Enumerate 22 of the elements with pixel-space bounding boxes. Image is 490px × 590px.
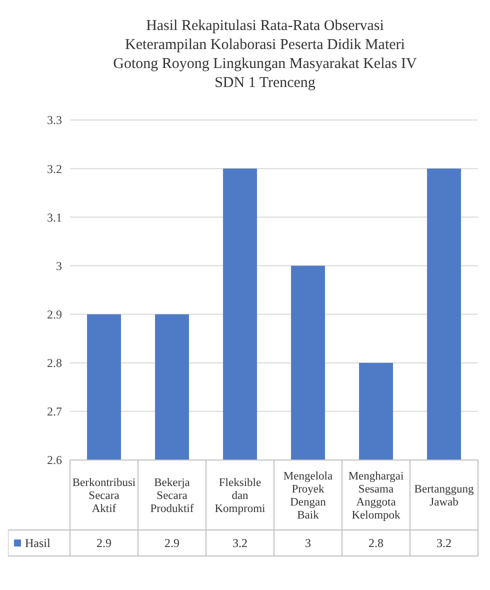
data-label: 3 [305,536,311,550]
x-tick-label: Menghargai Sesama Anggota Kelompok [348,470,404,522]
x-tick-label: Fleksible dan Kompromi [214,477,266,516]
x-tick-label: Mengelola Proyek Dengan Baik [283,470,333,522]
y-tick-label: 2.8 [47,356,62,370]
y-tick-label: 3.3 [47,113,62,128]
x-tick-label: Bekerja Secara Produktif [150,477,194,516]
x-tick-label: Bertanggung Jawab [414,484,474,509]
data-label: 2.8 [368,536,384,550]
data-label: 2.9 [96,536,112,550]
data-label: 3.2 [436,536,452,550]
legend-label: Hasil [25,536,51,550]
data-label: 2.9 [164,536,180,550]
y-tick-label: 3 [56,258,62,273]
y-tick-label: 3.2 [47,162,62,176]
chart-title: Hasil Rekapitulasi Rata-Rata Observasi Keterampilan Kolaborasi Peserta Didik Materi Gotong Royong Lingkungan Masyarakat Kelas IV SDN 1 Trenceng [113,18,418,91]
y-tick-label: 2.6 [47,453,62,468]
y-tick-label: 3.1 [47,210,62,224]
y-tick-label: 2.7 [47,404,62,419]
y-tick-label: 2.9 [47,307,62,322]
x-tick-label: Berkontribusi Secara Aktif [72,477,136,516]
data-label: 3.2 [232,536,248,550]
